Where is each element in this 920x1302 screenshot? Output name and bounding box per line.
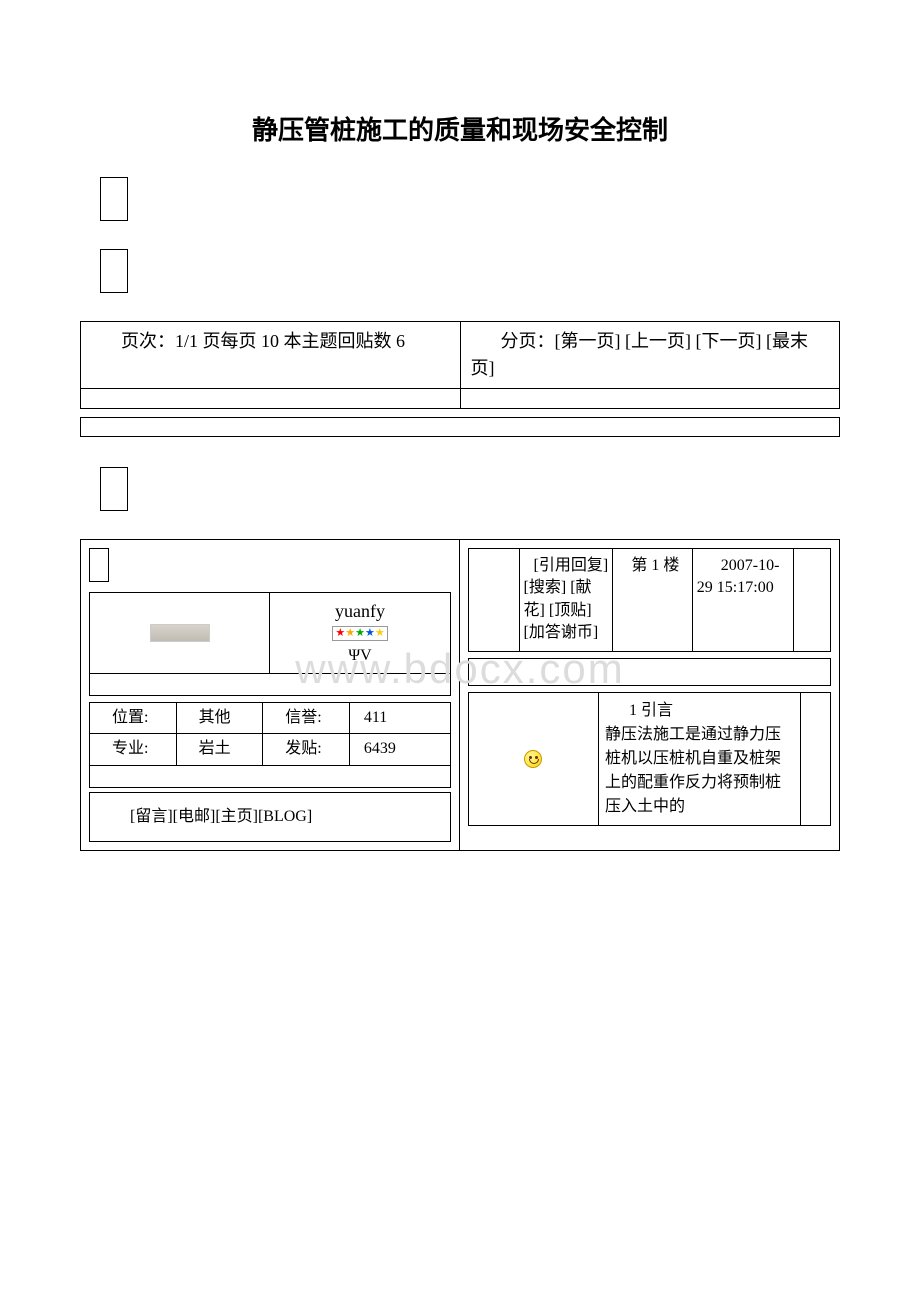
page-info: 页次：1/1 页每页 10 本主题回贴数 6 bbox=[81, 322, 461, 389]
section-heading: 1 引言 bbox=[629, 702, 673, 719]
post-body-row: 1 引言 静压法施工是通过静力压桩机以压桩机自重及桩架上的配重作反力将预制桩压入… bbox=[468, 692, 831, 826]
avatar-cell bbox=[90, 593, 270, 673]
star-icon: ★ bbox=[365, 628, 375, 639]
info-label: 发贴: bbox=[263, 734, 350, 765]
empty-cell bbox=[90, 765, 451, 787]
body-text: 静压法施工是通过静力压桩机以压桩机自重及桩架上的配重作反力将预制桩压入土中的 bbox=[605, 726, 781, 815]
pagination-table: 页次：1/1 页每页 10 本主题回贴数 6 分页：[第一页] [上一页] [下… bbox=[80, 321, 840, 409]
star-icon: ★ bbox=[375, 628, 385, 639]
smiley-icon bbox=[524, 750, 542, 768]
post-time: 2007-10-29 15:17:00 bbox=[693, 549, 794, 651]
username[interactable]: yuanfy bbox=[278, 601, 442, 622]
user-info-table: 位置: 其他 信誉: 411 专业: 岩土 发贴: 6439 bbox=[89, 702, 451, 788]
star-icon: ★ bbox=[335, 628, 345, 639]
mood-cell bbox=[469, 693, 599, 825]
page-title: 静压管桩施工的质量和现场安全控制 bbox=[80, 110, 840, 147]
post-content-column: [引用回复] [搜索] [献花] [顶贴] [加答谢币] 第 1 楼 2007-… bbox=[460, 540, 839, 850]
user-info-column: yuanfy ★ ★ ★ ★ ★ ΨV 位置: 其他 信誉: 411 专业: bbox=[81, 540, 460, 850]
user-rank-stars: ★ ★ ★ ★ ★ bbox=[332, 626, 387, 641]
spacer-row bbox=[468, 658, 831, 686]
info-label: 位置: bbox=[90, 703, 177, 734]
spacer-box bbox=[89, 548, 109, 582]
empty-cell bbox=[460, 389, 840, 409]
info-label: 信誉: bbox=[263, 703, 350, 734]
page-links[interactable]: 分页：[第一页] [上一页] [下一页] [最末页] bbox=[460, 322, 840, 389]
user-symbol: ΨV bbox=[278, 647, 442, 665]
info-value: 岩土 bbox=[176, 734, 263, 765]
spacer-row bbox=[80, 417, 840, 437]
spacer-box bbox=[100, 467, 128, 511]
info-value: 其他 bbox=[176, 703, 263, 734]
spacer-box bbox=[100, 249, 128, 293]
empty-cell bbox=[801, 693, 830, 825]
star-icon: ★ bbox=[355, 628, 365, 639]
empty-cell bbox=[794, 549, 830, 651]
user-links[interactable]: [留言][电邮][主页][BLOG] bbox=[89, 792, 451, 842]
info-value: 6439 bbox=[349, 734, 450, 765]
main-post-container: yuanfy ★ ★ ★ ★ ★ ΨV 位置: 其他 信誉: 411 专业: bbox=[80, 539, 840, 851]
name-cell: yuanfy ★ ★ ★ ★ ★ ΨV bbox=[270, 593, 450, 673]
avatar bbox=[150, 624, 210, 642]
empty-cell bbox=[81, 389, 461, 409]
post-actions[interactable]: [引用回复] [搜索] [献花] [顶贴] [加答谢币] bbox=[520, 549, 614, 651]
user-box: yuanfy ★ ★ ★ ★ ★ ΨV bbox=[89, 592, 451, 674]
post-body: 1 引言 静压法施工是通过静力压桩机以压桩机自重及桩架上的配重作反力将预制桩压入… bbox=[599, 693, 801, 825]
floor-label: 第 1 楼 bbox=[613, 549, 692, 651]
info-label: 专业: bbox=[90, 734, 177, 765]
spacer-row bbox=[89, 674, 451, 696]
info-value: 411 bbox=[349, 703, 450, 734]
empty-cell bbox=[469, 549, 520, 651]
star-icon: ★ bbox=[345, 628, 355, 639]
post-meta-row: [引用回复] [搜索] [献花] [顶贴] [加答谢币] 第 1 楼 2007-… bbox=[468, 548, 831, 652]
spacer-box bbox=[100, 177, 128, 221]
